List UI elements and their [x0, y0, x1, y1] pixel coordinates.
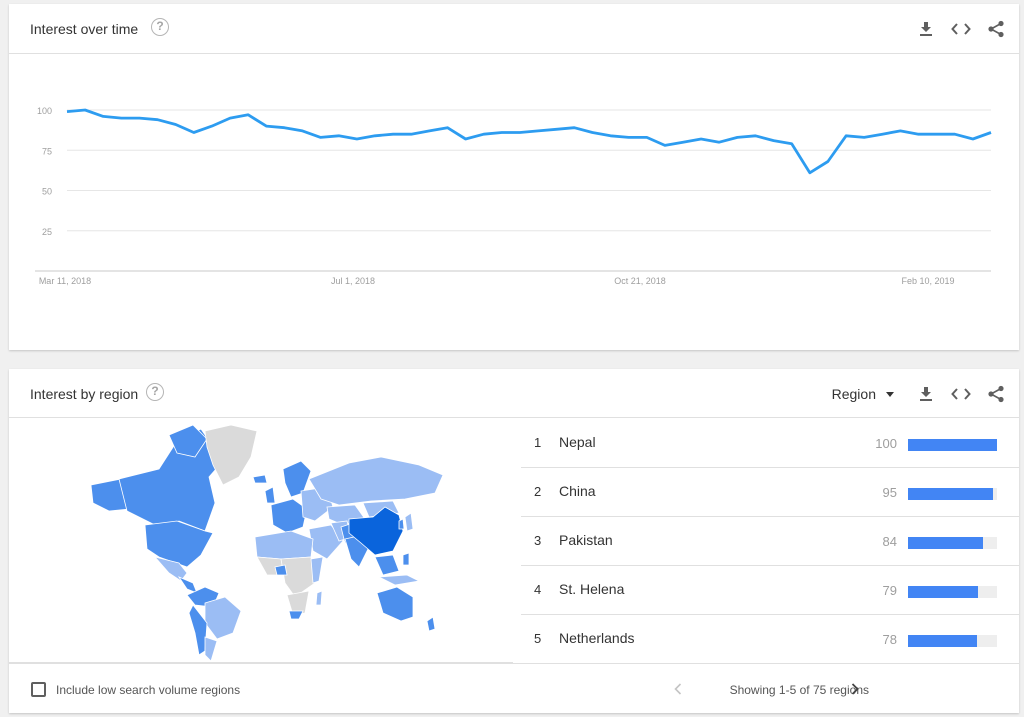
y-tick-label: 100: [37, 106, 52, 116]
region-row[interactable]: 1 Nepal 100: [521, 419, 1019, 468]
interest-over-time-card: Interest over time ? 100 75 50 25 Mar 11, 20…: [9, 4, 1019, 350]
region-name[interactable]: Netherlands: [559, 630, 635, 646]
region-row[interactable]: 5 Netherlands 78: [521, 615, 1019, 664]
help-icon[interactable]: ?: [151, 18, 169, 36]
map-region-iceland[interactable]: [252, 474, 268, 484]
y-tick-label: 50: [42, 187, 52, 197]
map-region-brazil[interactable]: [204, 596, 242, 640]
world-map[interactable]: [9, 419, 513, 663]
pager-text: Showing 1-5 of 75 regions: [729, 683, 869, 697]
region-bar: [908, 537, 983, 549]
interest-by-region-card: Interest by region ? Region: [9, 369, 1019, 713]
region-name[interactable]: Pakistan: [559, 532, 613, 548]
map-region-mexico[interactable]: [153, 556, 188, 582]
region-rank: 1: [534, 435, 542, 450]
low-volume-checkbox[interactable]: [31, 682, 46, 697]
embed-icon[interactable]: [948, 16, 974, 42]
x-tick-label: Jul 1, 2018: [331, 276, 375, 286]
region-bar-track: [908, 488, 997, 500]
region-rank: 5: [534, 631, 542, 646]
map-region-central-africa[interactable]: [280, 556, 316, 598]
map-region-madagascar[interactable]: [315, 590, 323, 606]
interest-line-chart: 100 75 50 25 Mar 11, 2018 Jul 1, 2018 Oct 21, …: [35, 106, 992, 286]
region-rank: 2: [534, 484, 542, 499]
caret-down-icon: [886, 391, 894, 397]
download-icon[interactable]: [913, 381, 939, 407]
region-bar: [908, 635, 978, 647]
region-bar: [908, 586, 979, 598]
map-region-southern-africa[interactable]: [286, 590, 310, 616]
map-region-nigeria[interactable]: [274, 564, 288, 576]
region-value: 95: [882, 485, 897, 500]
interest-by-region-title: Interest by region: [30, 386, 139, 402]
interest-by-region-tools: Region: [832, 381, 1009, 407]
chevron-right-icon[interactable]: [845, 679, 865, 699]
region-rank: 4: [534, 582, 542, 597]
interest-over-time-title: Interest over time: [30, 21, 139, 37]
y-tick-label: 25: [42, 227, 52, 237]
map-region-indonesia[interactable]: [377, 574, 421, 586]
region-bar-track: [908, 586, 997, 598]
region-value: 78: [882, 632, 897, 647]
map-region-southeast-asia[interactable]: [374, 554, 400, 576]
region-value: 79: [882, 583, 897, 598]
interest-over-time-header: Interest over time ?: [9, 4, 1019, 54]
region-value: 84: [882, 534, 897, 549]
map-region-japan[interactable]: [404, 512, 414, 532]
y-tick-label: 75: [42, 146, 52, 156]
x-tick-label: Mar 11, 2018: [39, 276, 91, 286]
map-region-central-america[interactable]: [177, 576, 198, 594]
map-region-peru-chile[interactable]: [188, 604, 208, 656]
map-region-argentina[interactable]: [204, 636, 218, 662]
map-region-greenland[interactable]: [204, 424, 258, 486]
region-row[interactable]: 4 St. Helena 79: [521, 566, 1019, 615]
region-bar-track: [908, 635, 997, 647]
x-tick-label: Oct 21, 2018: [614, 276, 666, 286]
interest-over-time-tools: [904, 16, 1009, 42]
embed-icon[interactable]: [948, 381, 974, 407]
region-name[interactable]: Nepal: [559, 434, 596, 450]
map-region-korea[interactable]: [398, 518, 405, 530]
region-name[interactable]: China: [559, 483, 596, 499]
map-region-north-africa[interactable]: [254, 530, 314, 560]
region-dropdown-label: Region: [831, 386, 876, 402]
region-bar: [908, 439, 997, 451]
region-name[interactable]: St. Helena: [559, 581, 625, 597]
share-icon[interactable]: [983, 381, 1009, 407]
map-region-china[interactable]: [348, 506, 404, 556]
map-region-philippines[interactable]: [402, 552, 410, 566]
region-rank: 3: [534, 533, 542, 548]
region-dropdown[interactable]: Region: [832, 386, 894, 402]
map-region-australia[interactable]: [376, 586, 414, 622]
chevron-left-icon[interactable]: [668, 679, 688, 699]
map-region-east-africa[interactable]: [310, 556, 324, 584]
region-bar: [908, 488, 993, 500]
map-region-new-zealand[interactable]: [426, 616, 436, 632]
region-bar-track: [908, 537, 997, 549]
map-region-south-africa[interactable]: [288, 610, 304, 620]
map-region-usa[interactable]: [144, 520, 214, 568]
region-list: 1 Nepal 100 2 China 95 3 Pakistan 84 4 St. Helena 7…: [521, 419, 1019, 664]
series-line[interactable]: [66, 108, 992, 175]
low-volume-checkbox-label: Include low search volume regions: [56, 683, 241, 697]
download-icon[interactable]: [913, 16, 939, 42]
share-icon[interactable]: [983, 16, 1009, 42]
region-row[interactable]: 2 China 95: [521, 468, 1019, 517]
interest-by-region-footer: Include low search volume regions Showin…: [9, 663, 1019, 713]
map-region-russia[interactable]: [308, 456, 444, 506]
map-region-uk[interactable]: [264, 486, 276, 504]
region-row[interactable]: 3 Pakistan 84: [521, 517, 1019, 566]
map-region-arctic-islands[interactable]: [168, 424, 208, 458]
world-map-area: [9, 419, 513, 663]
map-region-western-europe[interactable]: [270, 498, 308, 534]
x-tick-label: Feb 10, 2019: [901, 276, 954, 286]
help-icon[interactable]: ?: [146, 383, 164, 401]
interest-by-region-header: Interest by region ? Region: [9, 369, 1019, 418]
region-bar-track: [908, 439, 997, 451]
region-value: 100: [875, 436, 897, 451]
